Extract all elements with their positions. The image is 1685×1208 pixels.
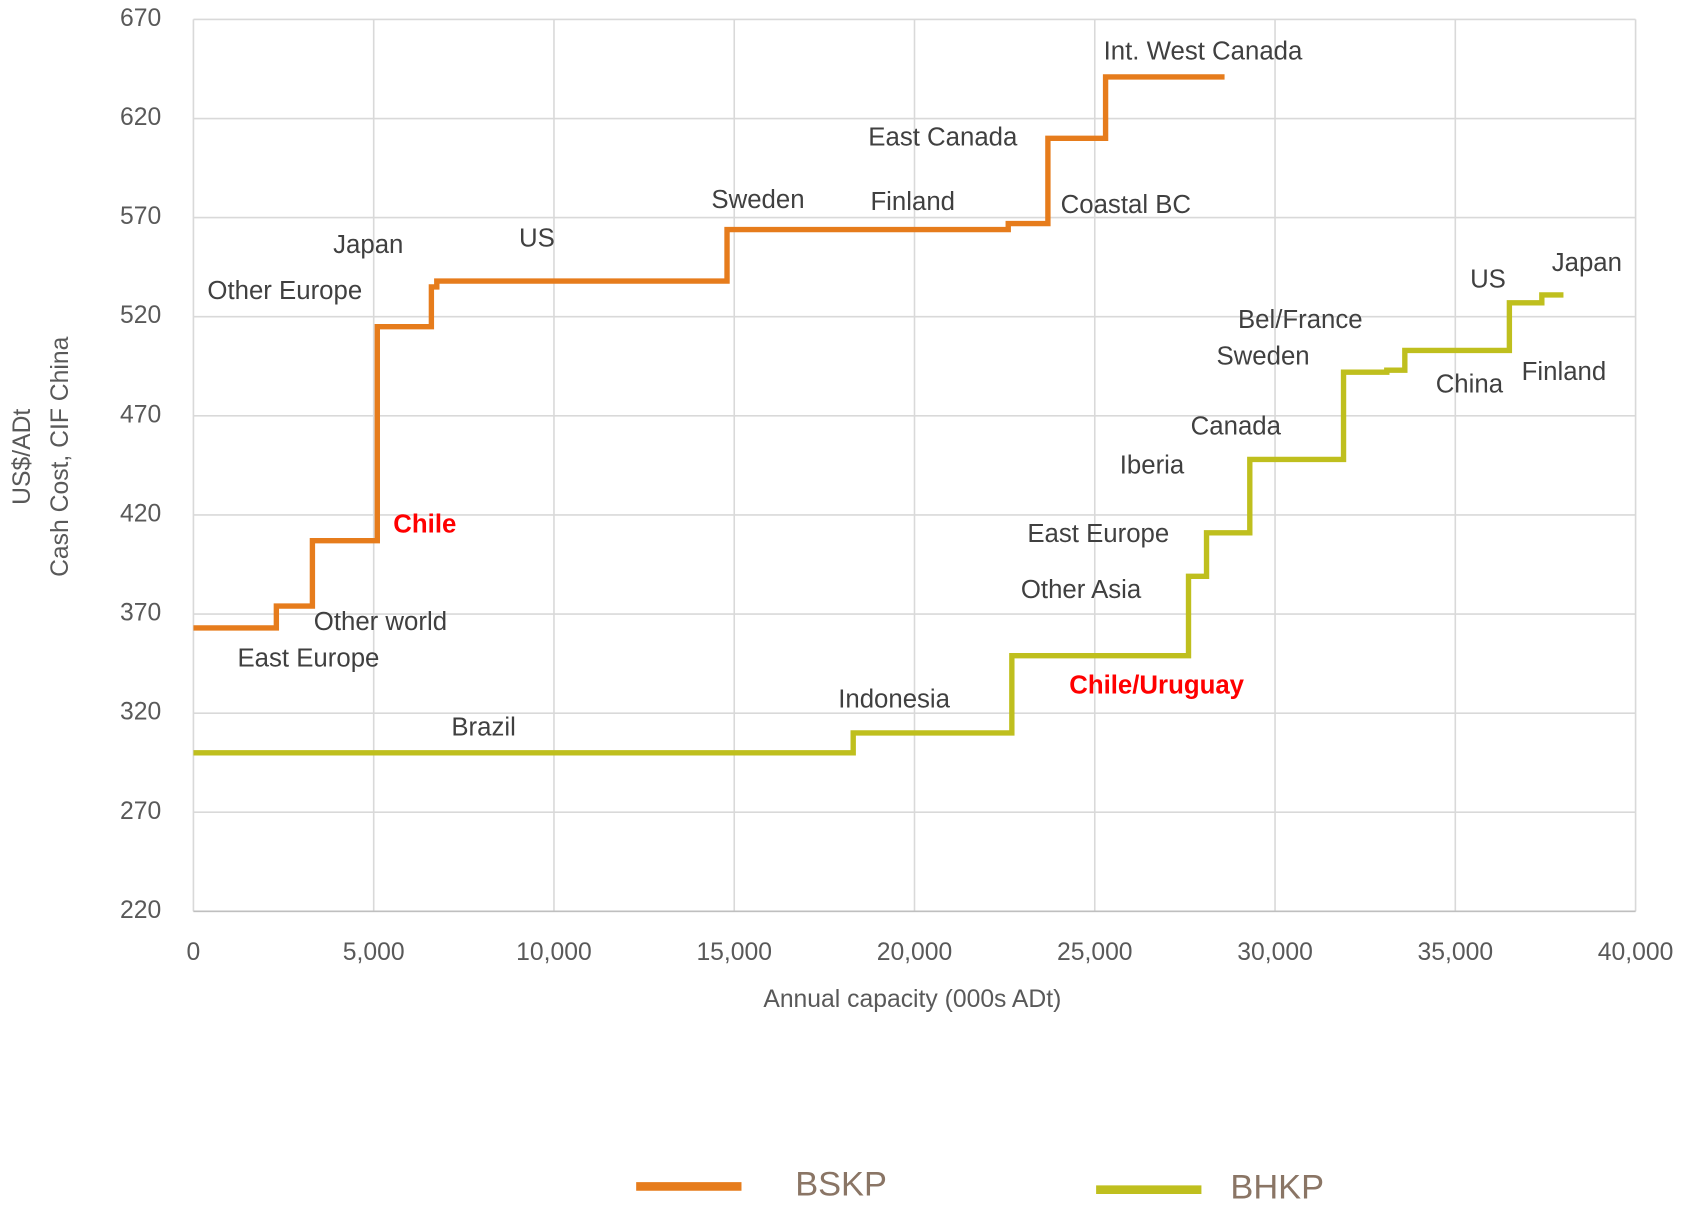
annotation: Canada [1191,413,1282,441]
legend-label: BSKP [795,1166,887,1204]
y-tick-label: 370 [120,600,161,627]
x-tick-label: 25,000 [1057,939,1133,966]
x-tick-label: 20,000 [877,939,953,966]
x-tick-label: 30,000 [1237,939,1313,966]
y-tick-label: 220 [120,897,161,924]
annotation: Bel/France [1238,306,1363,334]
y-tick-label: 420 [120,500,161,527]
y-tick-label: 520 [120,302,161,329]
annotation: Int. West Canada [1104,38,1303,66]
annotation: East Europe [1027,520,1169,548]
x-tick-label: 35,000 [1418,939,1494,966]
annotation: Other world [314,608,447,636]
annotation: Japan [1552,249,1622,277]
annotation: Iberia [1120,451,1185,479]
annotation: Finland [870,188,955,216]
y-axis-label: US$/ADt [9,409,36,505]
x-tick-label: 40,000 [1598,939,1674,966]
annotation: East Canada [868,124,1018,152]
y-tick-label: 620 [120,104,161,131]
annotation: Brazil [451,713,515,741]
y-tick-label: 570 [120,203,161,230]
annotation: East Europe [237,645,379,673]
annotation: China [1436,371,1504,399]
y-axis-label: Cash Cost, CIF China [47,336,74,577]
annotation: Other Asia [1021,576,1142,604]
annotation: Chile/Uruguay [1069,672,1244,700]
annotation: US [1470,265,1506,293]
legend-label: BHKP [1230,1169,1324,1207]
annotation: Chile [393,510,456,538]
y-tick-label: 320 [120,699,161,726]
annotation: Finland [1522,358,1607,386]
step-line [193,74,1225,631]
annotation: Sweden [1216,343,1309,371]
annotation: US [519,225,555,253]
y-tick-label: 270 [120,798,161,825]
y-tick-label: 470 [120,401,161,428]
x-tick-label: 15,000 [696,939,772,966]
annotation: Coastal BC [1061,191,1191,219]
x-axis-label: Annual capacity (000s ADt) [763,986,1061,1013]
annotation: Japan [333,231,403,259]
annotation: Other Europe [207,277,362,305]
annotation: Indonesia [838,686,950,714]
x-tick-label: 5,000 [343,939,405,966]
x-tick-label: 10,000 [516,939,592,966]
step-line [193,292,1564,756]
annotation: Sweden [711,186,804,214]
y-tick-label: 670 [120,5,161,32]
x-tick-label: 0 [187,939,201,966]
